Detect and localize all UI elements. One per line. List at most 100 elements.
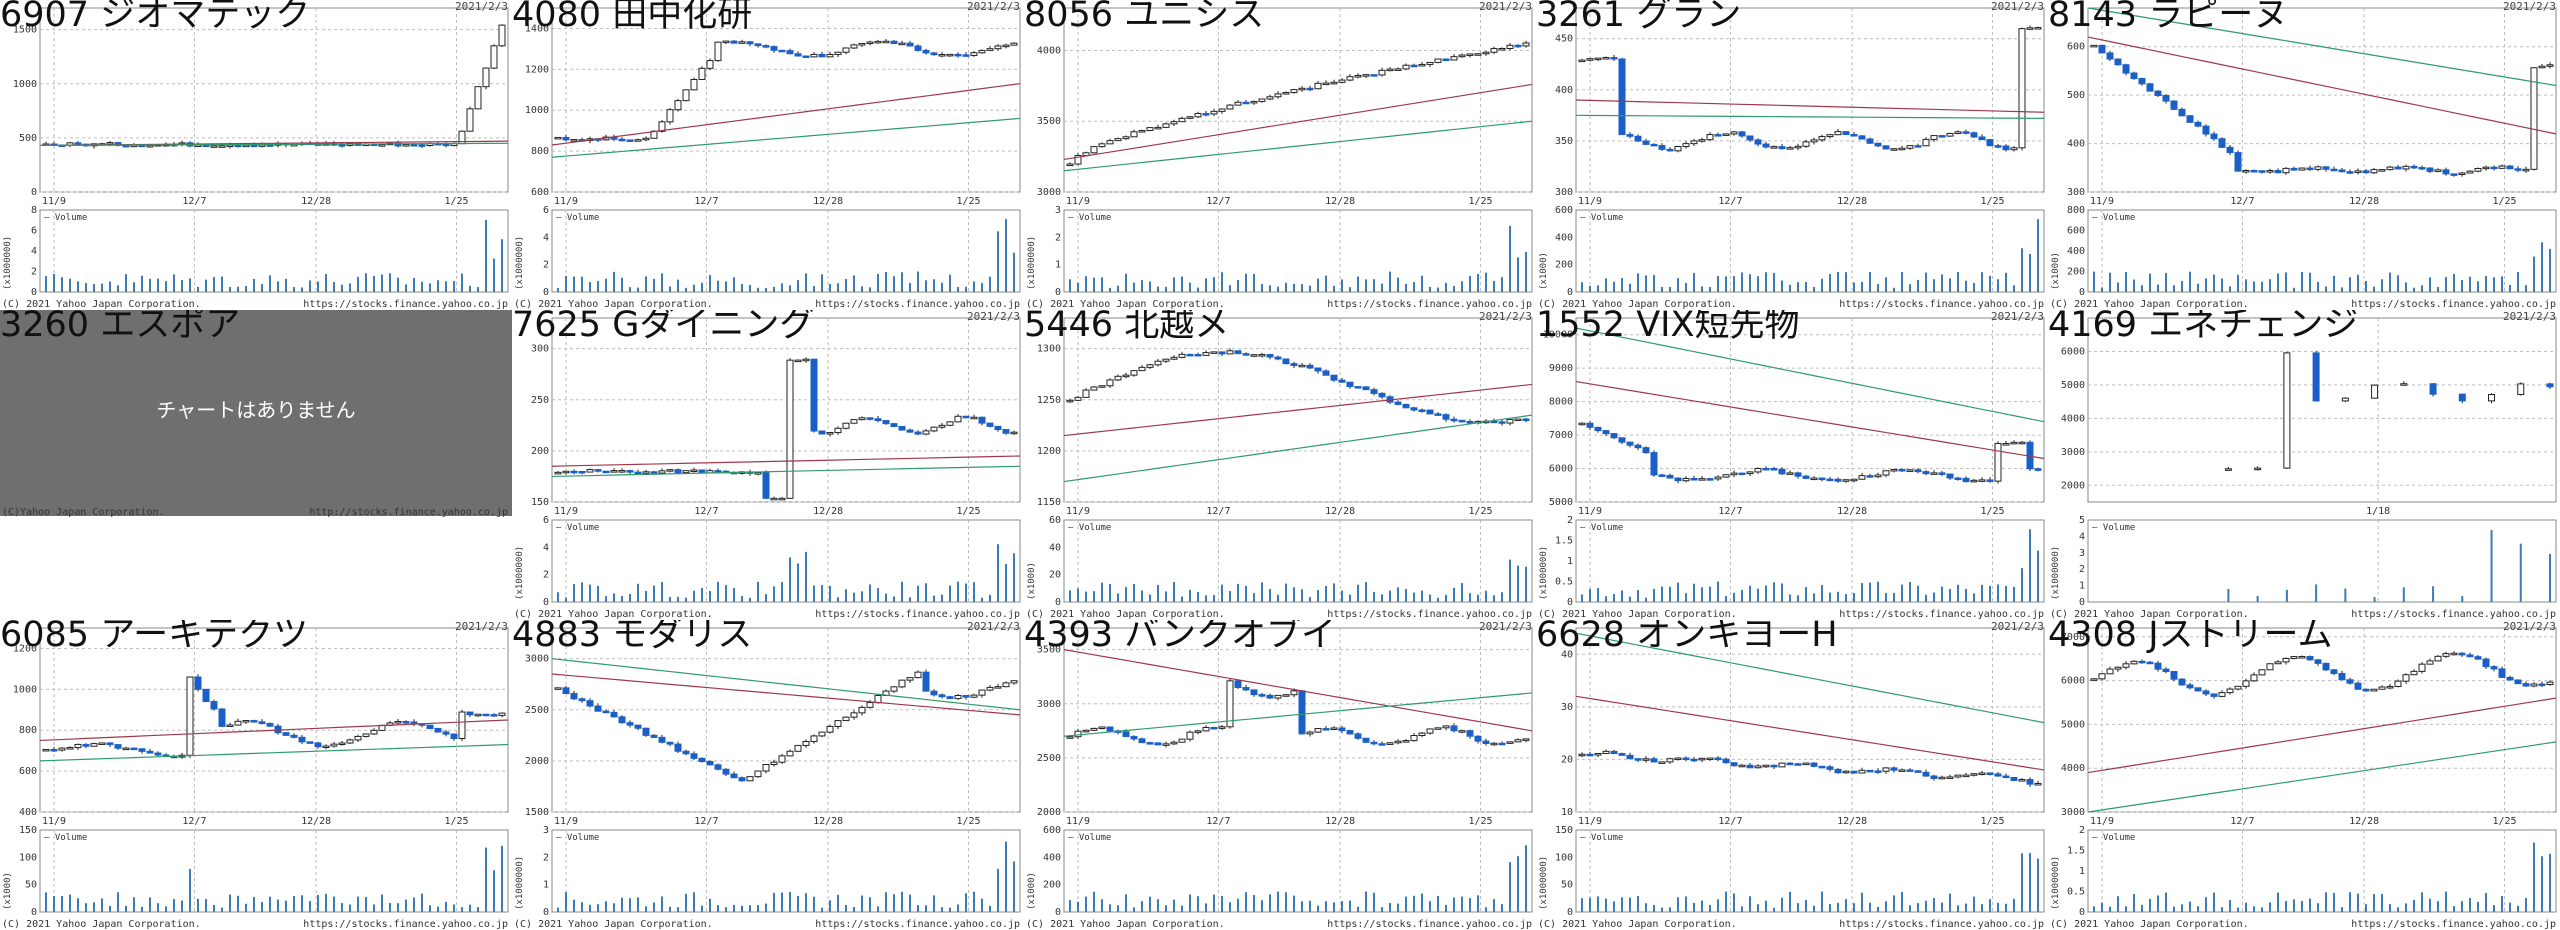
stock-chart-6907[interactable]: 6907 ジオマテック2021/2/305001000150011/911/91… [0,0,512,310]
ma26-line [1575,632,2045,724]
copyright: (C) 2021 Yahoo Japan Corporation. [1026,609,1225,620]
candle-body [330,743,338,747]
candle-body [1866,138,1874,144]
stock-chart-5446[interactable]: 5446 北越メ2021/2/3115012001250130011/911/9… [1024,310,1536,620]
candle-body [354,735,362,741]
chart-date: 2021/2/3 [1479,310,1532,323]
candle-body [2194,687,2202,692]
stock-chart-3260[interactable]: 3260 エスポア チャートはありません (C)Yahoo Japan Corpor… [0,310,512,620]
candle-body [1114,138,1122,142]
stock-title: 6907 ジオマテック [0,0,311,35]
y-tick-label: 1500 [13,25,37,36]
candle-body [1890,468,1898,472]
stock-chart-8056[interactable]: 8056 ユニシス2021/2/330003500400011/911/912/… [1024,0,1536,310]
stock-chart-7625[interactable]: 7625 Gダイニング2021/2/315020025030011/911/91… [512,310,1024,620]
stock-chart-4308[interactable]: 4308 Jストリーム 2021/2/3 3000 4000 5000 6000 7000 1… [2048,620,2560,930]
stock-chart-4393[interactable]: 4393 バンクオブイ 2021/2/3 2000 2500 3000 3500 11/9 1… [1024,620,1536,930]
candle-body [970,694,978,698]
candle-body [1338,727,1346,732]
candle-body [754,472,762,475]
candle-body [1586,753,1594,757]
candle-body [1218,726,1226,729]
chart-date: 2021/2/3 [967,0,1020,13]
candle-body [1690,478,1698,481]
source-link[interactable]: https://stocks.finance.yahoo.co.jp [1839,919,2044,930]
source-link[interactable]: https://stocks.finance.yahoo.co.jp [1327,299,1532,310]
candle-body [2410,670,2418,676]
candle-body [1146,127,1154,132]
candle-body [2488,394,2496,402]
candle-body [554,687,562,690]
candle-body [2490,666,2498,670]
vol-tick-label: 5 [2079,515,2085,526]
source-link[interactable]: https://stocks.finance.yahoo.co.jp [2351,609,2556,620]
candle-body [962,415,970,419]
stock-chart-4883[interactable]: 4883 モダリス 2021/2/3 1500 2000 2500 3000 11/9 1 1/… [512,620,1024,930]
volume-unit: (x1000000) [515,236,525,290]
source-link[interactable]: https://stocks.finance.yahoo.co.jp [2351,919,2556,930]
candle-body [1010,680,1018,684]
source-link[interactable]: https://stocks.finance.yahoo.co.jp [1839,609,2044,620]
source-link[interactable]: https://stocks.finance.yahoo.co.jp [815,299,1020,310]
candle-body [1402,64,1410,70]
ma26-line [551,117,1021,158]
candle-body [1394,68,1402,71]
chart-date: 2021/2/3 [1991,310,2044,323]
vol-tick-label: 0 [31,287,37,296]
source-link[interactable]: https://stocks.finance.yahoo.co.jp [303,919,508,930]
candle-body [2186,684,2194,689]
source-link[interactable]: https://stocks.finance.yahoo.co.jp [815,609,1020,620]
candle-body [1650,758,1658,763]
candle-body [770,761,778,766]
candle-body [994,425,1002,431]
copyright: (C) 2021 Yahoo Japan Corporation. [514,609,713,620]
candle-body [594,469,602,472]
stock-chart-4080[interactable]: 4080 田中化研 2021/2/3 600 800 1000 1200 1400 11/9 1… [512,0,1024,310]
candle-body [890,40,898,44]
stock-chart-4169[interactable]: 4169 エネチェンジ 2021/2/3 2000 3000 4000 5000 6000 1… [2048,310,2560,620]
candle-body [2002,443,2010,446]
copyright: (C) 2021 Yahoo Japan Corporation. [514,299,713,310]
source-link[interactable]: http://stocks.finance.yahoo.co.jp [309,507,508,518]
ma13-line [1063,83,1533,161]
source-link[interactable]: https://stocks.finance.yahoo.co.jp [1839,299,2044,310]
source-link[interactable]: https://stocks.finance.yahoo.co.jp [303,299,508,310]
source-link[interactable]: https://stocks.finance.yahoo.co.jp [815,919,1020,930]
stock-chart-3261[interactable]: 3261 グラン2021/2/330035040045011/911/912/7… [1536,0,2048,310]
chart-date: 2021/2/3 [2503,310,2556,323]
candle-body [2090,44,2098,48]
x-tick-label: 1/25 [1980,816,2004,827]
stock-chart-1552[interactable]: 1552 VIX短先物 2021/2/3 5000 6000 7000 8000 9000 1… [1536,310,2048,620]
source-link[interactable]: https://stocks.finance.yahoo.co.jp [1327,919,1532,930]
candle-body [1442,58,1450,62]
y-tick-label: 7000 [1549,430,1573,441]
candle-body [1682,143,1690,147]
ma26-line [1063,692,1533,737]
candle-body [850,44,858,49]
candle-body [2162,668,2170,673]
stock-chart-6085[interactable]: 6085 アーキテクツ 2021/2/3 400 600 800 1000 1200 11/9… [0,620,512,930]
candle-body [1066,736,1074,739]
stock-chart-6628[interactable]: 6628 オンキヨーH2021/2/31020304011/911/912/71… [1536,620,2048,930]
source-link[interactable]: https://stocks.finance.yahoo.co.jp [2351,299,2556,310]
candle-body [762,764,770,772]
source-link[interactable]: https://stocks.finance.yahoo.co.jp [1327,609,1532,620]
candle-body [986,48,994,51]
candle-body [1586,58,1594,61]
candle-body [610,711,618,718]
vol-tick-label: 1 [1055,260,1061,271]
ma13-line [1575,99,2045,113]
candle-body [2114,58,2122,66]
candle-body [1434,413,1442,416]
candle-body [1714,757,1722,761]
candle-body [2482,658,2490,668]
volume-unit: (x1000) [3,872,13,910]
candle-body [1266,694,1274,699]
stock-chart-8143[interactable]: 8143 ラピーヌ2021/2/330040050060011/911/912/… [2048,0,2560,310]
candle-body [2274,661,2282,665]
candle-body [930,690,938,696]
candle-body [1466,53,1474,56]
candle-body [122,747,130,751]
stock-title: 6628 オンキヨーH [1536,620,1838,655]
candle-body [746,776,754,782]
